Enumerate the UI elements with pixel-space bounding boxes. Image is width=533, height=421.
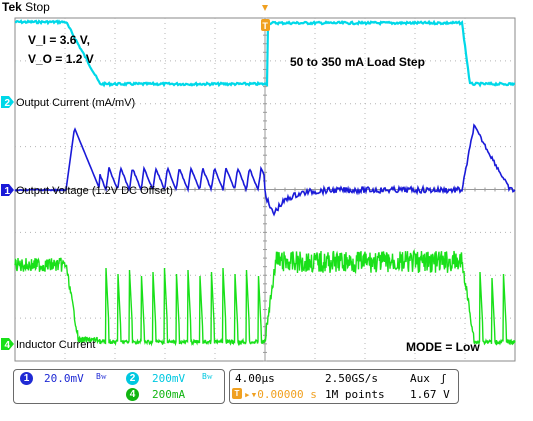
trigger-marker-label: T xyxy=(262,21,268,31)
acquisition-state: Stop xyxy=(25,0,50,14)
ch1-marker-shape xyxy=(1,184,14,196)
traces xyxy=(14,19,516,347)
ch4-marker[interactable]: 4 xyxy=(1,338,14,351)
ch4-marker-label: 4 xyxy=(5,340,11,351)
ch1-marker[interactable]: 1 xyxy=(1,184,14,197)
ch2-marker-shape xyxy=(1,96,14,108)
annotation-vi: V_I = 3.6 V, xyxy=(28,33,90,47)
series-label-output-current: Output Current (mA/mV) xyxy=(16,97,135,109)
ch2-scale: 200mV xyxy=(152,372,186,385)
series-label-inductor-current: Inductor Current xyxy=(16,339,95,351)
trigger-level-readout: 1.67 V xyxy=(410,388,450,401)
chart-title: 50 to 350 mA Load Step xyxy=(290,55,425,69)
series-label-output-voltage: Output Voltage (1.2V DC Offset) xyxy=(16,185,173,197)
annotation-mode: MODE = Low xyxy=(406,340,480,354)
ch2-marker[interactable]: 2 xyxy=(1,96,14,109)
trace-inductor-current xyxy=(14,248,516,347)
trigger-badge-icon: T xyxy=(232,388,242,399)
ch1-scale: 20.0mV xyxy=(44,372,84,385)
trace-output-current xyxy=(14,19,516,88)
brand-label: Tek xyxy=(2,0,22,14)
trace-output-voltage xyxy=(14,123,516,217)
record-length-readout: 1M points xyxy=(325,388,385,401)
ch1-bandwidth-icon: Bᴡ xyxy=(96,372,107,381)
ch2-bandwidth-icon: Bᴡ xyxy=(202,372,213,381)
trigger-source-readout: Aux xyxy=(410,372,430,385)
channel-markers: 2 1 4 T xyxy=(1,5,270,351)
annotation-vo: V_O = 1.2 V xyxy=(28,52,94,66)
ch2-marker-label: 2 xyxy=(5,98,11,109)
trigger-slope-icon: ʃ xyxy=(440,372,447,385)
trigger-marker-shape xyxy=(261,19,270,31)
ch4-marker-shape xyxy=(1,338,14,350)
sample-rate-readout: 2.50GS/s xyxy=(325,372,378,385)
trigger-arrow-icon xyxy=(262,5,268,11)
ch1-marker-label: 1 xyxy=(5,186,11,197)
header: Tek Stop xyxy=(2,0,50,14)
ch2-badge[interactable]: 2 xyxy=(126,372,139,385)
channel-panel[interactable]: 1 20.0mV Bᴡ 2 200mV Bᴡ 4 200mA xyxy=(13,369,225,404)
ch4-badge[interactable]: 4 xyxy=(126,388,139,401)
acquisition-panel[interactable]: 4.00µs 2.50GS/s Aux ʃ T ▸▾0.00000 s 1M p… xyxy=(229,369,459,404)
timebase-readout: 4.00µs xyxy=(235,372,275,385)
trigger-delay-readout: ▸▾0.00000 s xyxy=(244,388,317,401)
ch4-scale: 200mA xyxy=(152,388,186,401)
ch1-badge[interactable]: 1 xyxy=(20,372,33,385)
trigger-position-marker[interactable]: T xyxy=(261,5,270,31)
